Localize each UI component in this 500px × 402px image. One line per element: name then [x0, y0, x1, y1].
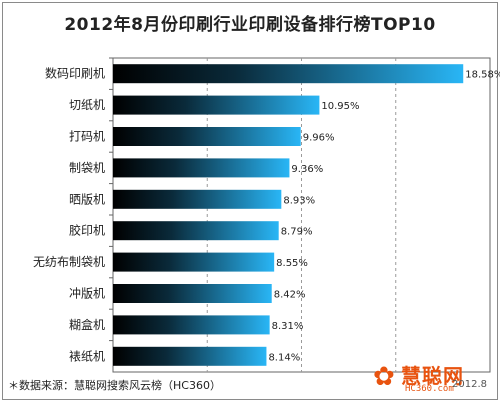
bar: [113, 189, 282, 209]
bar: [113, 346, 267, 366]
bar: [113, 284, 272, 303]
bar: [113, 64, 464, 84]
value-label: 8.93%: [283, 195, 315, 206]
bar: [113, 315, 270, 335]
bar: [113, 158, 290, 178]
category-label: 制袋机: [69, 161, 105, 175]
category-label: 晒版机: [69, 192, 105, 206]
category-label: 胶印机: [69, 223, 105, 238]
category-label: 切纸机: [69, 98, 105, 112]
hc360-logo: ✿ 慧聪网 HC360.com: [371, 360, 489, 398]
value-label: 8.14%: [268, 352, 300, 363]
value-label: 18.58%: [465, 70, 500, 81]
hc360-logo-icon: ✿: [373, 362, 395, 392]
logo-brand: 慧聪网: [401, 364, 464, 388]
value-label: 8.42%: [274, 290, 306, 301]
value-label: 8.31%: [272, 321, 304, 332]
chart-title: 2012年8月份印刷行业印刷设备排行榜TOP10: [64, 15, 436, 35]
bar: [113, 95, 320, 115]
category-label: 无纺布制袋机: [33, 255, 105, 269]
bar: [113, 221, 279, 241]
bar: [113, 127, 301, 146]
bar: [113, 252, 275, 272]
chart-date: 2012.8: [452, 379, 487, 390]
data-source-note: ＊数据来源：慧聪网搜索风云榜（HC360）: [8, 379, 221, 392]
category-label: 糊盒机: [69, 317, 105, 332]
category-label: 数码印刷机: [45, 66, 105, 81]
value-label: 9.96%: [303, 133, 335, 144]
value-label: 9.36%: [291, 164, 323, 175]
value-label: 8.79%: [281, 227, 313, 238]
category-label: 打码机: [69, 130, 105, 144]
value-label: 10.95%: [321, 101, 359, 112]
category-label: 冲版机: [69, 286, 105, 301]
category-label: 裱纸机: [69, 348, 105, 363]
value-label: 8.55%: [276, 258, 308, 269]
logo-url: HC360.com: [405, 384, 454, 394]
